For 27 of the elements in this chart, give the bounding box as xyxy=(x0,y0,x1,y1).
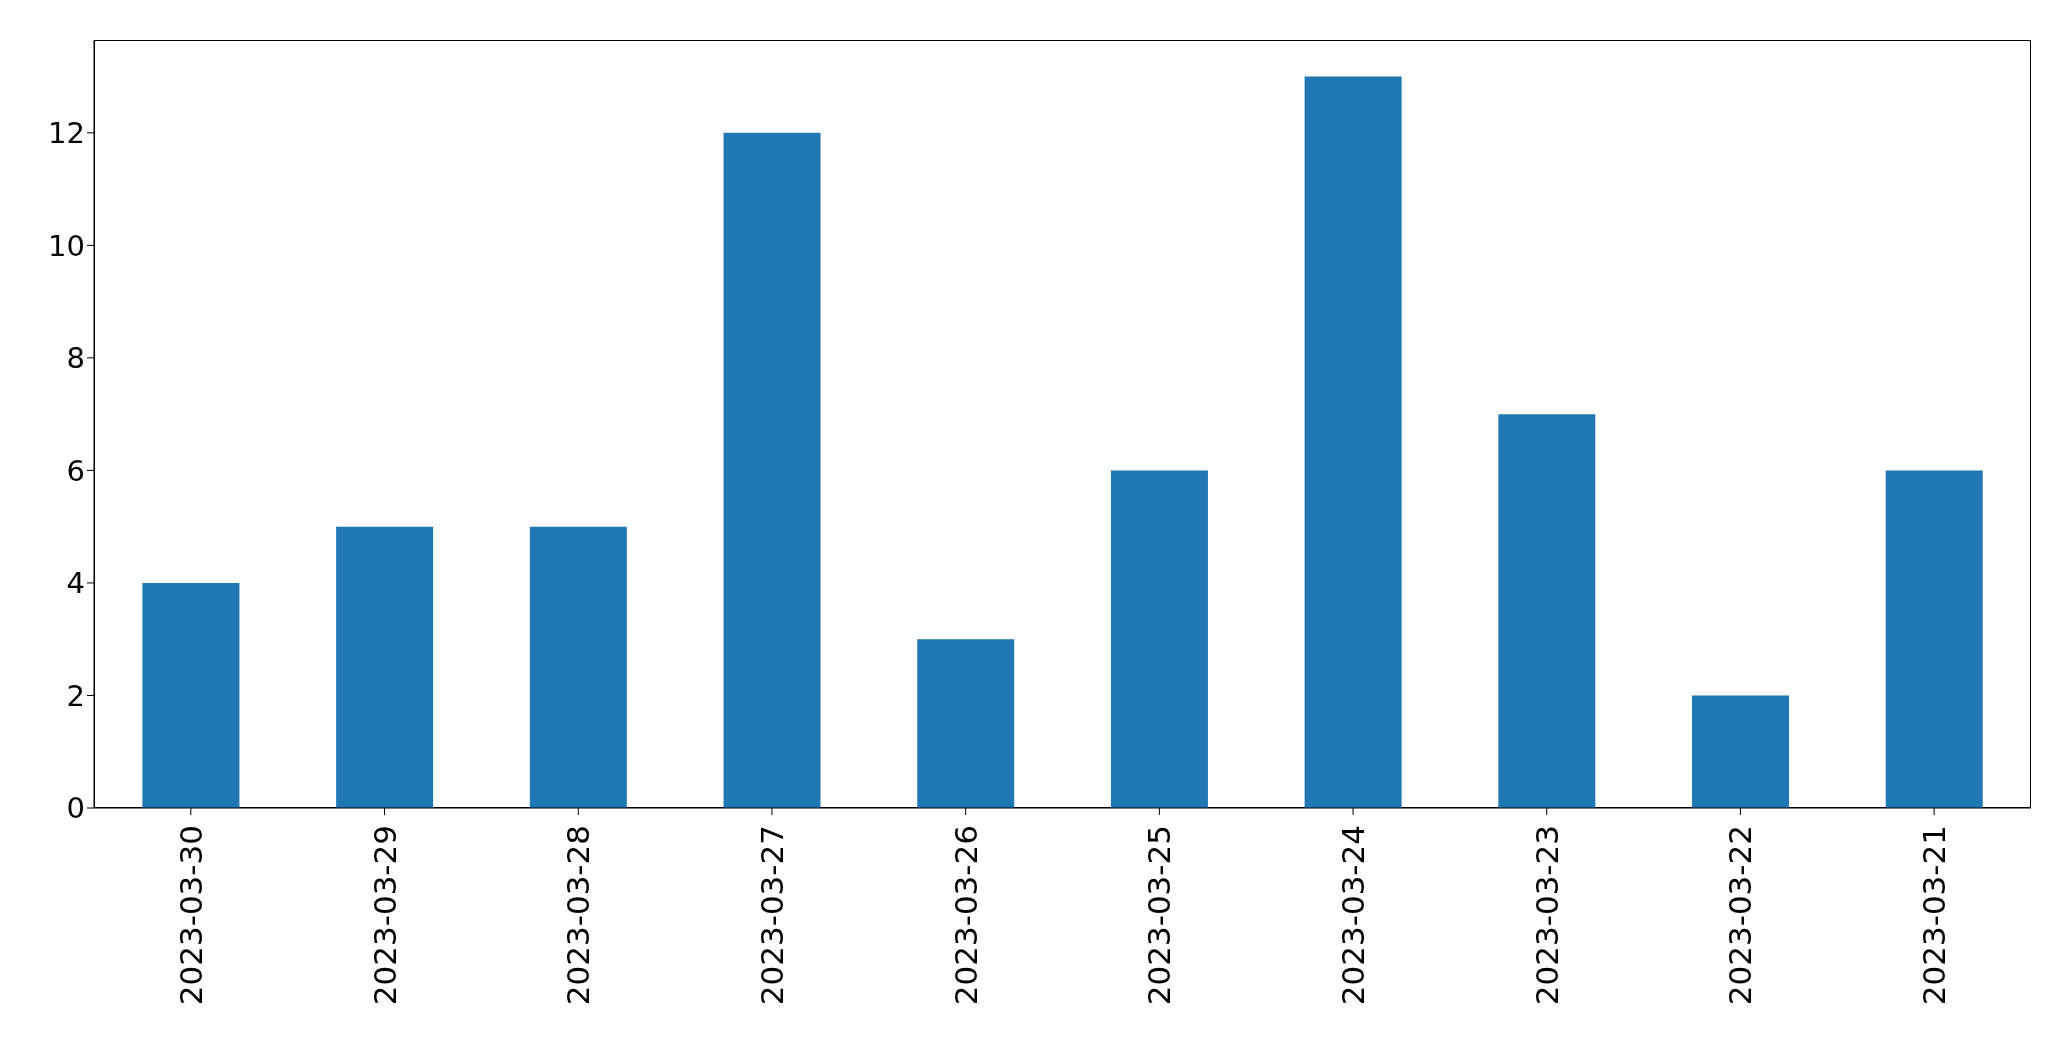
x-tick-label: 2023-03-29 xyxy=(366,825,403,1006)
bar xyxy=(336,526,434,808)
y-tick-label: 6 xyxy=(66,453,85,488)
y-tick-label: 4 xyxy=(66,566,85,601)
x-tick-label: 2023-03-22 xyxy=(1722,825,1759,1006)
bar xyxy=(1304,76,1402,808)
y-tick-label: 8 xyxy=(66,341,85,376)
x-tick-label: 2023-03-30 xyxy=(172,825,209,1006)
x-tick-label: 2023-03-25 xyxy=(1141,825,1178,1006)
bar xyxy=(529,526,627,808)
x-tick-label: 2023-03-27 xyxy=(753,825,790,1006)
bar xyxy=(1692,695,1790,808)
bar xyxy=(1110,470,1208,808)
bar xyxy=(723,132,821,808)
x-tick-label: 2023-03-24 xyxy=(1335,825,1372,1006)
x-tick-label: 2023-03-28 xyxy=(560,825,597,1006)
y-tick-label: 2 xyxy=(66,678,85,713)
bar xyxy=(1498,414,1596,808)
bar xyxy=(917,639,1015,808)
x-tick-label: 2023-03-23 xyxy=(1528,825,1565,1006)
x-tick-label: 2023-03-26 xyxy=(947,825,984,1006)
bar xyxy=(142,582,240,808)
y-tick-label: 0 xyxy=(66,791,85,826)
x-tick-label: 2023-03-21 xyxy=(1916,825,1953,1006)
y-tick-label: 12 xyxy=(48,116,85,151)
bar xyxy=(1885,470,1983,808)
y-tick-label: 10 xyxy=(48,228,85,263)
